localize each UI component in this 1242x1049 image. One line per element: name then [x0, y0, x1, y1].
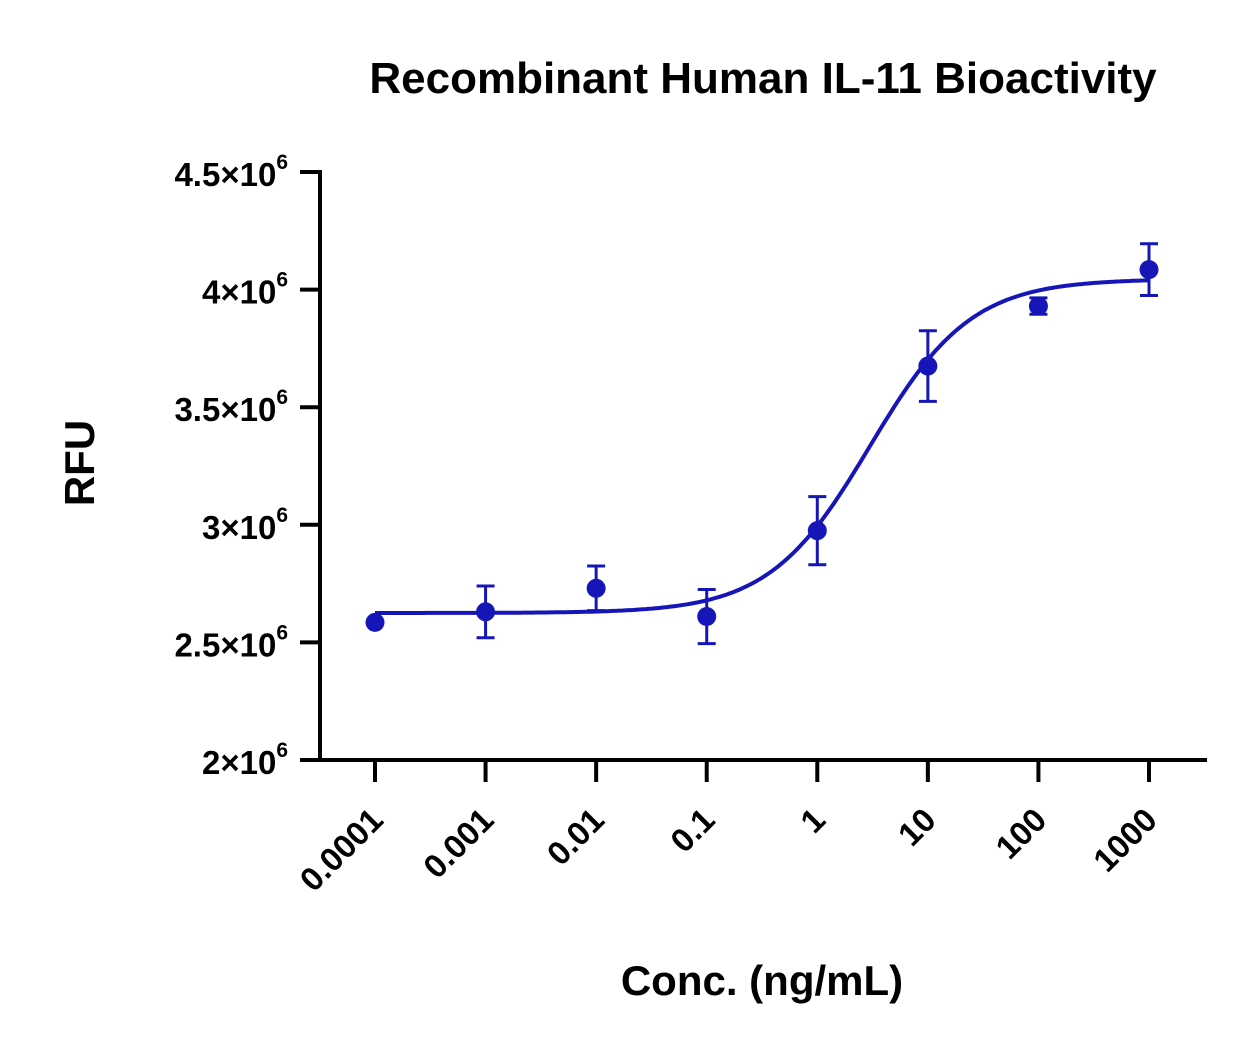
y-tick-label: 2×106	[202, 739, 288, 781]
data-point	[1028, 296, 1048, 316]
x-tick-label: 0.01	[540, 801, 612, 873]
x-tick-label: 100	[988, 801, 1053, 866]
y-tick-label: 4×106	[202, 269, 288, 311]
data-point	[1139, 260, 1159, 280]
x-tick-label: 0.0001	[292, 801, 390, 899]
y-tick-label: 3×106	[202, 504, 288, 546]
data-point	[476, 602, 496, 622]
x-axis-ticks: 0.0001 0.001 0.01 0.1 1 10 100 1000	[292, 760, 1164, 898]
data-point	[697, 607, 717, 627]
y-axis-label: RFU	[56, 420, 103, 506]
data-points-layer	[365, 242, 1159, 646]
y-axis-ticks: 2×106 2.5×106 3×106 3.5×106 4×106 4.5×106	[174, 151, 320, 781]
x-axis-label: Conc. (ng/mL)	[621, 957, 903, 1004]
y-tick-label: 2.5×106	[174, 621, 288, 663]
data-point	[586, 578, 606, 598]
y-tick-label: 4.5×106	[174, 151, 288, 193]
y-tick-label: 3.5×106	[174, 386, 288, 428]
axes	[318, 170, 1207, 762]
fit-curve-layer	[375, 278, 1149, 615]
x-tick-label: 0.1	[663, 801, 722, 860]
fit-curve	[375, 278, 1149, 615]
data-point	[918, 356, 938, 376]
x-tick-label: 1000	[1086, 801, 1164, 879]
x-tick-label: 0.001	[416, 801, 501, 886]
data-point	[807, 521, 827, 541]
x-tick-label: 10	[891, 801, 943, 853]
x-tick-label: 1	[793, 801, 832, 840]
chart-title: Recombinant Human IL-11 Bioactivity	[369, 54, 1157, 103]
data-point	[365, 612, 385, 632]
